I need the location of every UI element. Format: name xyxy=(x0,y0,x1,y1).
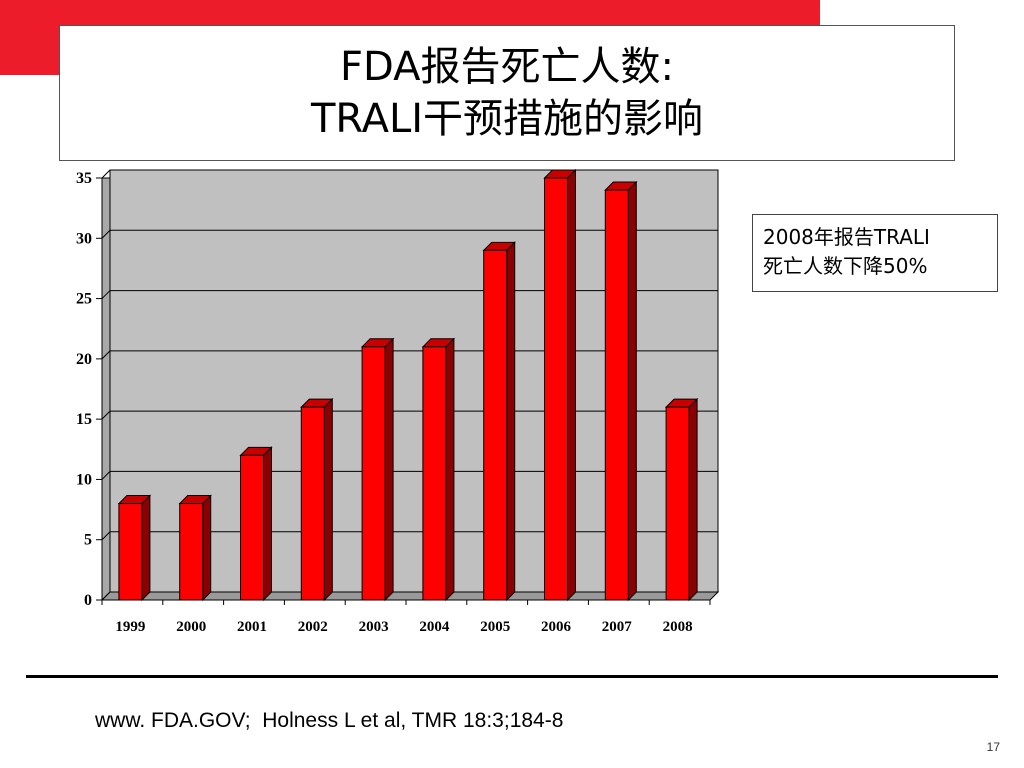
bar-side xyxy=(323,397,333,602)
x-tick-label: 2001 xyxy=(237,619,267,635)
plot-side-wall xyxy=(101,177,111,602)
bar xyxy=(361,346,386,601)
y-tick-label: 5 xyxy=(84,532,92,549)
gridline xyxy=(101,350,718,360)
gridline xyxy=(101,290,718,299)
bar-side xyxy=(384,337,394,602)
annotation-line-2: 死亡人数下降50% xyxy=(763,254,928,278)
x-tick-label: 2002 xyxy=(298,619,328,635)
x-tick-label: 2003 xyxy=(359,619,389,635)
gridline xyxy=(101,229,718,239)
annotation-line-1: 2008年报告TRALI xyxy=(763,225,930,249)
page-number: 17 xyxy=(986,740,1000,754)
title-line-2: TRALI干预措施的影响 xyxy=(310,96,704,142)
x-tick-label: 2000 xyxy=(176,619,206,635)
bar xyxy=(483,249,508,601)
gridline xyxy=(101,470,718,480)
bar-side xyxy=(445,337,455,602)
bar xyxy=(179,503,204,601)
gridline xyxy=(101,410,718,420)
y-tick-label: 0 xyxy=(84,592,92,609)
bar xyxy=(422,346,447,601)
y-tick-label: 15 xyxy=(76,411,92,428)
y-tick-label: 20 xyxy=(76,351,92,368)
x-tick-label: 2004 xyxy=(419,619,450,635)
bar-side xyxy=(627,180,637,602)
x-tick-label: 2008 xyxy=(663,619,693,635)
divider-line xyxy=(26,675,998,678)
x-tick-label: 2006 xyxy=(541,619,572,635)
y-tick-label: 35 xyxy=(76,170,92,187)
bar xyxy=(604,189,629,601)
y-tick-label: 25 xyxy=(76,291,92,308)
bar xyxy=(300,406,325,601)
bar xyxy=(544,177,568,601)
bar xyxy=(118,503,143,601)
x-tick-label: 2005 xyxy=(480,619,510,635)
x-tick-label: 2007 xyxy=(602,619,633,635)
y-tick-label: 30 xyxy=(76,230,92,247)
source-citation: www. FDA.GOV; Holness L et al, TMR 18:3;… xyxy=(95,709,564,732)
bar-side xyxy=(506,241,516,602)
title-line-1: FDA报告死亡人数: xyxy=(340,44,674,90)
x-tick-label: 1999 xyxy=(115,619,145,635)
annotation-box: 2008年报告TRALI 死亡人数下降50% xyxy=(752,214,998,292)
bar-side xyxy=(688,397,698,602)
slide-title: FDA报告死亡人数: TRALI干预措施的影响 xyxy=(59,25,955,161)
gridline xyxy=(101,169,718,179)
y-tick-label: 10 xyxy=(76,471,92,488)
bar-side xyxy=(202,494,212,602)
bar-side xyxy=(263,446,272,602)
gridline xyxy=(101,531,718,541)
bar xyxy=(240,454,264,601)
bar-side xyxy=(567,168,576,602)
bar xyxy=(665,406,690,601)
bar-side xyxy=(141,494,151,602)
